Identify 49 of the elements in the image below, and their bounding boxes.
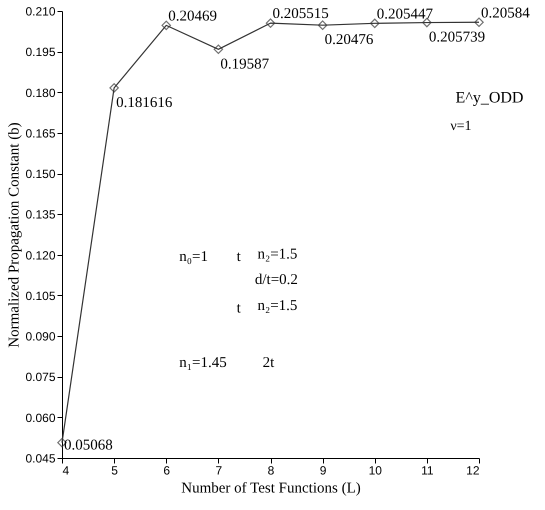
data-label: 0.205739 xyxy=(428,30,486,46)
y-tick-label: 0.045 xyxy=(25,452,56,466)
y-tick-label: 0.195 xyxy=(25,45,56,60)
data-label: 0.20469 xyxy=(168,8,217,24)
data-label: 0.19587 xyxy=(220,56,270,72)
data-label: 0.20584 xyxy=(481,5,530,22)
x-tick-label: 5 xyxy=(111,464,118,478)
y-tick-label: 0.165 xyxy=(25,126,56,140)
point xyxy=(266,18,276,28)
x-tick-label: 8 xyxy=(268,464,275,478)
annotation: t xyxy=(236,249,242,266)
annotation: n₂=1.5 xyxy=(257,298,298,314)
y-tick-label: 0.150 xyxy=(25,167,56,182)
point xyxy=(161,20,172,30)
data-label: 0.20476 xyxy=(324,32,374,48)
x-tick-label: 7 xyxy=(216,464,223,478)
x-tick-label: 9 xyxy=(320,464,327,478)
data-label: 0.205515 xyxy=(272,6,329,22)
y-tick-label: 0.060 xyxy=(25,410,56,425)
y-tick-label: 0.075 xyxy=(25,370,56,384)
y-axis-title: Normalized Propagation Constant (b) xyxy=(6,122,22,348)
annotation: 2t xyxy=(262,354,276,371)
data-label: 0.205447 xyxy=(376,6,434,22)
x-axis-title: Number of Test Functions (L) xyxy=(181,480,361,496)
y-tick-label: 0.120 xyxy=(25,248,56,262)
point xyxy=(109,83,119,93)
x-tick-label: 6 xyxy=(163,464,170,478)
y-tick-label: 0.105 xyxy=(25,288,56,303)
annotation: n₁=1.45 xyxy=(179,354,227,371)
x-tick-label: 11 xyxy=(421,464,434,478)
x-tick-label: 10 xyxy=(368,464,382,478)
y-tick-label: 0.180 xyxy=(25,86,56,100)
point xyxy=(370,18,380,28)
x-tick-label: 4 xyxy=(62,464,70,478)
annotation: ν=1 xyxy=(450,119,472,134)
y-tick-label: 0.210 xyxy=(25,4,56,18)
data-label: 0.05068 xyxy=(64,438,113,454)
annotation: E^y_ODD xyxy=(456,90,524,107)
point xyxy=(318,20,328,30)
annotation: n₀=1 xyxy=(179,249,208,266)
x-tick-label: 12 xyxy=(466,464,480,478)
y-tick-label: 0.135 xyxy=(25,208,56,222)
point xyxy=(474,17,484,28)
y-tick-label: 0.090 xyxy=(25,330,56,344)
annotation: n₂=1.5 xyxy=(257,246,298,262)
annotation: d/t=0.2 xyxy=(254,272,298,288)
data-label: 0.181616 xyxy=(116,94,173,111)
point xyxy=(214,44,224,54)
annotation: t xyxy=(236,300,242,317)
